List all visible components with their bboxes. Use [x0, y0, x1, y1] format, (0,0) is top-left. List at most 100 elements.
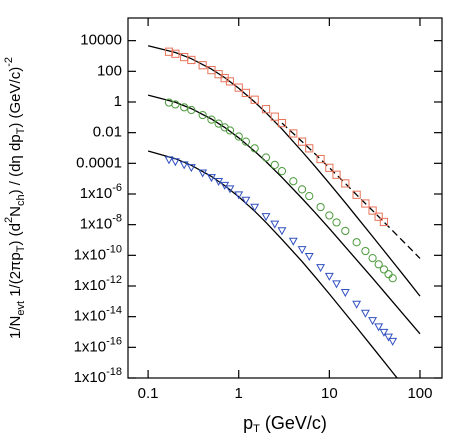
- plot-frame: [127, 17, 443, 379]
- marker: [234, 191, 244, 200]
- fit-line: [281, 122, 421, 259]
- y-axis-title-part: ch: [15, 194, 27, 206]
- marker: [297, 137, 307, 146]
- marker: [360, 309, 370, 318]
- marker: [277, 167, 287, 176]
- marker: [288, 237, 298, 246]
- marker: [388, 337, 398, 346]
- marker: [384, 270, 393, 279]
- marker: [305, 144, 314, 153]
- marker: [261, 213, 271, 222]
- marker: [304, 253, 314, 262]
- marker: [270, 160, 279, 169]
- x-axis-title-part: p: [243, 413, 253, 433]
- y-tick-label: 1: [114, 93, 122, 110]
- marker: [198, 61, 207, 70]
- marker: [164, 47, 174, 56]
- marker: [277, 227, 287, 236]
- y-axis-title-part: -2: [3, 57, 15, 67]
- x-axis-title: pT (GeV/c): [243, 413, 327, 435]
- y-axis-title-part: ) (d: [7, 223, 24, 246]
- marker: [171, 49, 180, 58]
- marker: [270, 112, 279, 121]
- marker: [352, 238, 361, 247]
- marker: [225, 185, 235, 194]
- marker: [170, 158, 180, 167]
- marker: [368, 317, 378, 326]
- marker: [384, 333, 393, 342]
- marker: [164, 156, 174, 165]
- marker: [179, 161, 189, 170]
- marker: [198, 169, 208, 178]
- marker: [241, 88, 251, 98]
- y-tick-label: 1x10-14: [74, 305, 122, 325]
- x-axis-title-part: (GeV/c): [260, 413, 327, 433]
- y-tick-label: 1x10-6: [80, 182, 122, 202]
- fit-lines: [147, 45, 421, 378]
- y-tick-label: 0.0001: [76, 154, 122, 171]
- marker: [379, 217, 389, 227]
- marker: [234, 132, 243, 141]
- marker: [352, 300, 362, 309]
- marker: [316, 202, 325, 212]
- marker: [261, 153, 271, 162]
- marker: [368, 253, 377, 263]
- marker: [250, 203, 260, 212]
- marker: [214, 119, 223, 128]
- y-tick-label: 1x10-18: [74, 366, 122, 386]
- marker: [305, 191, 314, 201]
- y-tick-label: 1x10-10: [74, 243, 122, 263]
- marker: [250, 95, 259, 104]
- marker: [187, 105, 196, 115]
- marker: [234, 83, 243, 92]
- marker: [289, 129, 298, 138]
- marker: [214, 178, 224, 187]
- marker: [241, 196, 251, 205]
- marker: [297, 185, 307, 194]
- marker: [187, 55, 196, 65]
- marker: [241, 137, 251, 146]
- y-axis-title-part: ) (GeV/c): [7, 67, 24, 128]
- y-axis-title-part: 1/N: [7, 316, 24, 339]
- marker: [250, 144, 259, 153]
- y-axis-title-part: ) / (dη dp: [7, 134, 24, 194]
- y-axis-title-part: T: [15, 245, 27, 252]
- y-axis-title-part: T: [15, 127, 27, 134]
- y-tick-label: 1x10-16: [74, 335, 122, 355]
- marker: [332, 218, 341, 227]
- y-axis-title-part: N: [7, 206, 24, 217]
- marker: [316, 154, 325, 164]
- y-tick-label: 1x10-12: [74, 274, 122, 294]
- y-axis-title: 1/Nevt 1/(2πpT) (d2Nch) / (dη dpT) (GeV/…: [3, 57, 27, 339]
- marker: [332, 170, 341, 179]
- fit-line: [147, 45, 421, 297]
- marker: [277, 118, 287, 128]
- y-axis-title-part: 2: [3, 217, 15, 223]
- marker: [289, 177, 298, 186]
- y-tick-label: 0.01: [93, 124, 122, 141]
- x-tick-label: 10: [321, 385, 338, 402]
- marker: [324, 272, 334, 281]
- marker: [186, 164, 196, 173]
- marker: [332, 280, 341, 289]
- marker: [341, 179, 350, 188]
- marker: [374, 260, 383, 269]
- marker: [379, 265, 389, 274]
- fit-line: [147, 94, 421, 335]
- marker: [388, 274, 397, 283]
- marker: [270, 220, 280, 229]
- marker: [374, 323, 384, 332]
- marker: [225, 126, 235, 135]
- marker: [374, 212, 383, 221]
- marker: [180, 103, 189, 112]
- marker: [340, 289, 350, 298]
- y-tick-label: 1x10-8: [80, 213, 122, 233]
- x-tick-label: 1: [235, 385, 243, 402]
- marker: [361, 246, 370, 256]
- y-tick-label: 10000: [80, 32, 122, 49]
- marker: [325, 211, 334, 220]
- marker: [352, 190, 361, 199]
- marker: [297, 246, 307, 255]
- fit-line: [147, 150, 398, 378]
